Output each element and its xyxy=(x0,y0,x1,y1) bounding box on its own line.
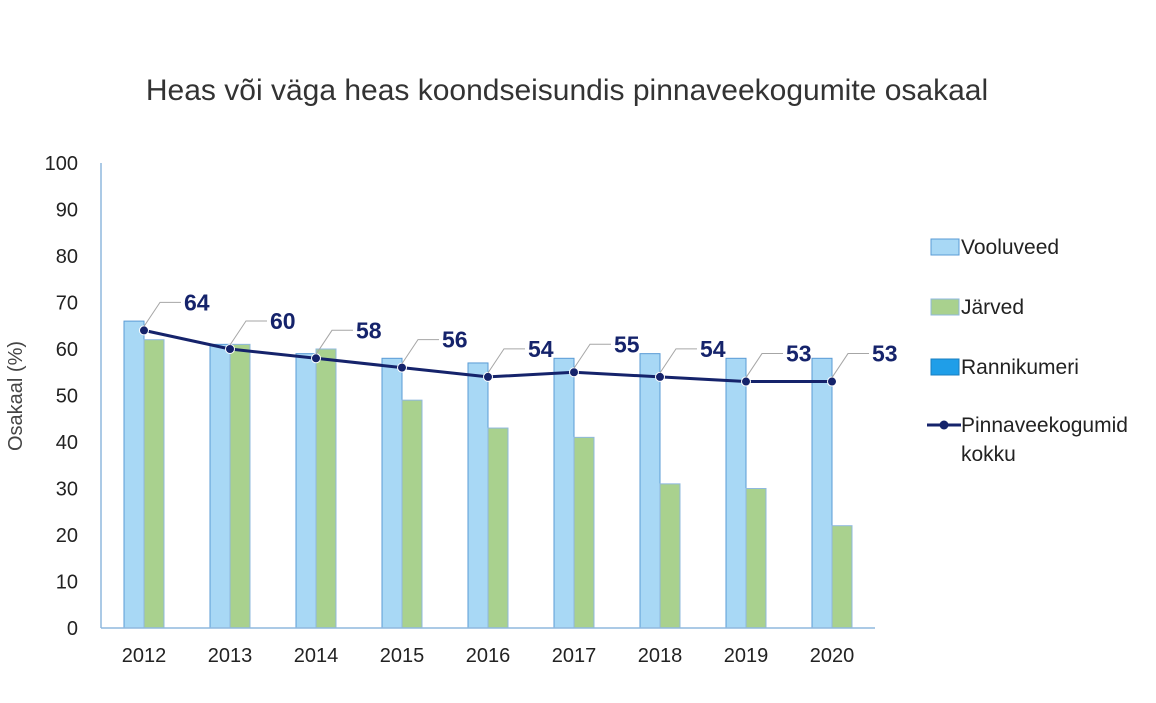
y-axis-title: Osakaal (%) xyxy=(5,341,27,451)
axes xyxy=(100,163,875,629)
data-label: 64 xyxy=(184,289,210,315)
bar-vooluveed xyxy=(295,353,317,629)
total-line-point xyxy=(741,376,751,387)
legend-swatch-rannikumeri xyxy=(930,358,960,376)
bar-j-rved xyxy=(659,483,681,629)
bar-j-rved xyxy=(401,399,423,629)
y-tick-labels: 0 10 20 30 40 50 60 70 80 90 100 xyxy=(45,153,78,640)
data-label: 53 xyxy=(872,341,898,367)
legend-label-pinnaveekogumid-kokku: Pinnaveekogumid xyxy=(961,414,1128,437)
y-tick-label: 20 xyxy=(56,525,78,547)
total-line-point xyxy=(569,367,579,378)
y-tick-label: 40 xyxy=(56,432,78,454)
data-labels: 64 60 58 56 54 55 54 53 53 xyxy=(143,289,898,378)
data-label-leader xyxy=(487,348,525,374)
bars xyxy=(123,320,853,629)
data-label: 56 xyxy=(442,327,468,353)
x-tick-label: 2016 xyxy=(466,645,511,667)
data-label: 54 xyxy=(700,336,726,362)
data-label-leader xyxy=(659,348,697,374)
data-label-leader xyxy=(401,339,439,364)
bar-j-rved xyxy=(143,339,165,629)
legend-label-pinnaveekogumid-kokku: kokku xyxy=(961,443,1016,466)
x-tick-label: 2018 xyxy=(638,645,683,667)
x-tick-label: 2013 xyxy=(208,645,253,667)
total-line-series xyxy=(139,325,837,387)
y-tick-label: 100 xyxy=(45,153,78,175)
total-line-point xyxy=(397,362,407,373)
bar-vooluveed xyxy=(381,357,403,629)
legend-label-rannikumeri: Rannikumeri xyxy=(961,356,1079,379)
bar-vooluveed xyxy=(553,357,575,629)
legend: Vooluveed Järved Rannikumeri Pinnaveekogumi… xyxy=(927,236,1128,466)
y-tick-label: 10 xyxy=(56,572,78,594)
x-tick-label: 2012 xyxy=(122,645,167,667)
x-tick-label: 2017 xyxy=(552,645,597,667)
legend-swatch-j-rved xyxy=(930,298,960,316)
y-tick-label: 70 xyxy=(56,293,78,315)
data-label-leader xyxy=(315,329,353,355)
bar-vooluveed xyxy=(209,343,231,629)
bar-j-rved xyxy=(487,427,509,629)
y-tick-label: 0 xyxy=(67,618,78,640)
total-line-point xyxy=(225,344,235,354)
y-tick-label: 50 xyxy=(56,386,78,408)
total-line-point xyxy=(139,325,149,336)
x-tick-label: 2020 xyxy=(810,645,855,667)
x-tick-label: 2019 xyxy=(724,645,769,667)
legend-swatch-vooluveed xyxy=(930,238,960,256)
bar-j-rved xyxy=(745,488,767,629)
bar-vooluveed xyxy=(123,320,145,629)
data-label: 58 xyxy=(356,317,382,343)
data-label: 53 xyxy=(786,341,812,367)
total-line-point xyxy=(483,371,493,382)
bar-j-rved xyxy=(229,343,251,629)
x-tick-label: 2015 xyxy=(380,645,425,667)
bar-vooluveed xyxy=(639,353,661,629)
bar-j-rved xyxy=(831,525,853,629)
total-line-point xyxy=(827,376,837,387)
bar-j-rved xyxy=(315,348,337,629)
y-tick-label: 90 xyxy=(56,200,78,222)
data-label-leader xyxy=(229,320,267,346)
data-label-leader xyxy=(745,353,783,378)
chart-title: Heas või väga heas koondseisundis pinnav… xyxy=(146,74,988,107)
data-label-leader xyxy=(143,301,181,327)
y-tick-label: 60 xyxy=(56,339,78,361)
y-tick-label: 80 xyxy=(56,246,78,268)
bar-vooluveed xyxy=(811,357,833,629)
data-label: 54 xyxy=(528,336,554,362)
x-tick-label: 2014 xyxy=(294,645,339,667)
legend-label-vooluveed: Vooluveed xyxy=(961,236,1059,259)
total-line-point xyxy=(311,353,321,364)
y-tick-label: 30 xyxy=(56,479,78,501)
data-label: 55 xyxy=(614,331,640,357)
data-label-leader xyxy=(573,343,611,369)
legend-marker-pinnaveekogumid-kokku xyxy=(939,420,949,430)
x-tick-labels: 2012 2013 2014 2015 2016 2017 2018 2019 2020 xyxy=(122,645,855,667)
data-label: 60 xyxy=(270,308,296,334)
data-label-leader xyxy=(831,353,869,378)
bar-j-rved xyxy=(573,436,595,629)
bar-vooluveed xyxy=(725,357,747,629)
total-line-point xyxy=(655,371,665,382)
legend-label-j-rved: Järved xyxy=(961,296,1024,319)
bar-vooluveed xyxy=(467,362,489,629)
